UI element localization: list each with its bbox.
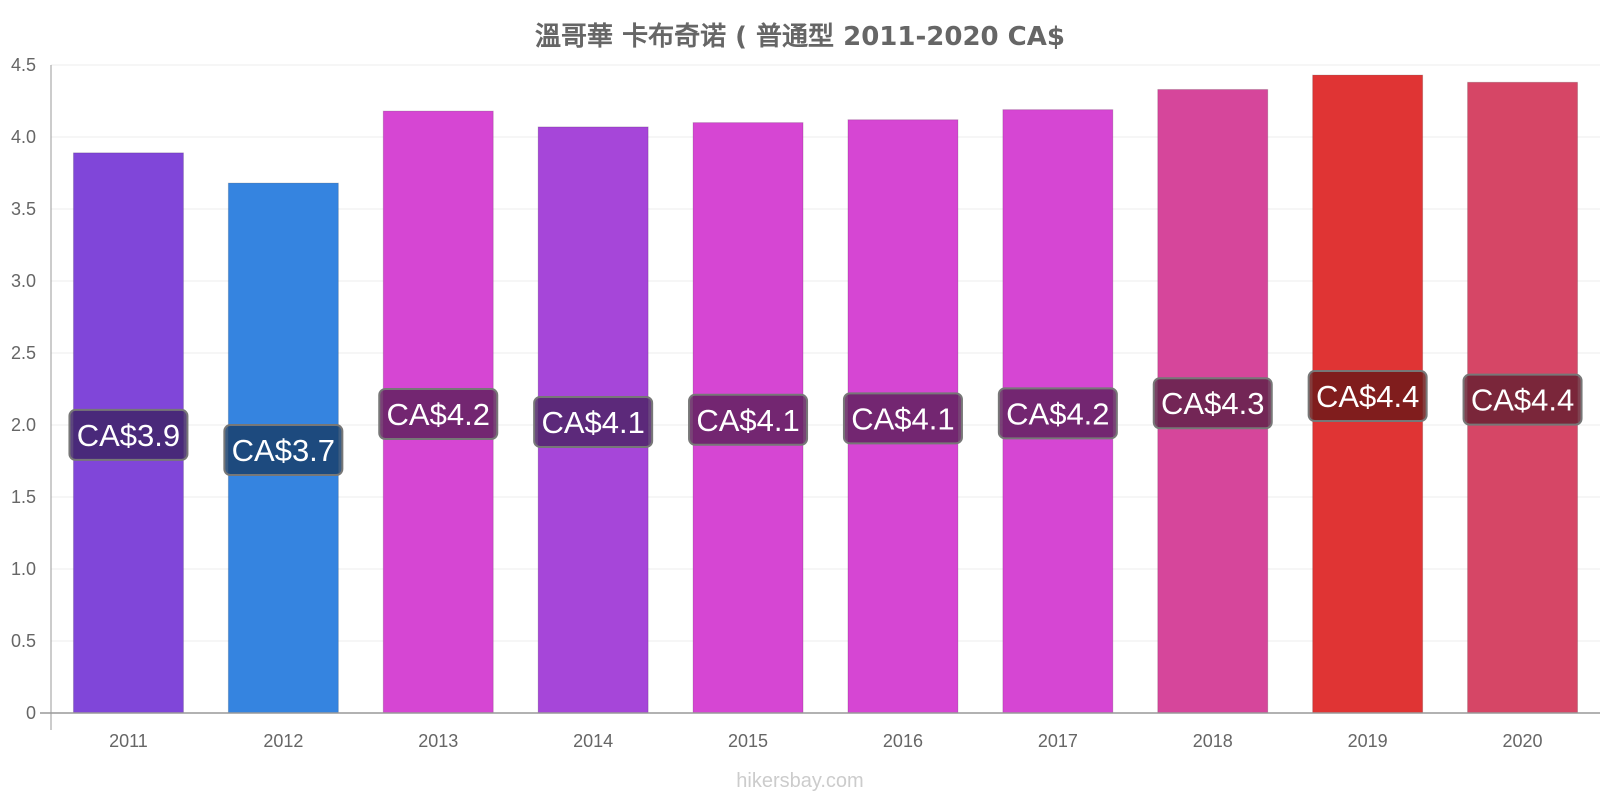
x-tick-label: 2019	[1348, 731, 1388, 751]
y-tick-label: 3.0	[11, 271, 36, 291]
data-label: CA$4.4	[1316, 379, 1419, 414]
data-label-box	[1462, 373, 1583, 426]
x-tick-label: 2020	[1503, 731, 1543, 751]
y-tick-label: 1.5	[11, 487, 36, 507]
x-tick-label: 2015	[728, 731, 768, 751]
y-tick-label: 3.5	[11, 199, 36, 219]
data-label-box	[1307, 370, 1428, 423]
x-tick-label: 2014	[573, 731, 613, 751]
data-label: CA$4.3	[1161, 386, 1264, 421]
x-tick-label: 2011	[109, 731, 148, 751]
data-label-box	[997, 387, 1118, 440]
data-label-box	[688, 393, 809, 446]
x-tick-label: 2018	[1193, 731, 1233, 751]
chart-title: 溫哥華 卡布奇诺 ( 普通型 2011-2020 CA$	[535, 22, 1065, 52]
data-label: CA$4.1	[696, 403, 799, 438]
y-tick-label: 0.5	[11, 631, 36, 651]
data-label: CA$4.1	[541, 405, 644, 440]
data-label: CA$4.2	[387, 397, 490, 432]
data-label: CA$3.9	[77, 418, 180, 453]
data-label: CA$4.4	[1471, 383, 1574, 418]
watermark: hikersbay.com	[736, 770, 864, 792]
data-label-box	[842, 392, 963, 445]
y-tick-label: 1.0	[11, 559, 36, 579]
data-label: CA$3.7	[232, 433, 335, 468]
data-label: CA$4.1	[851, 401, 954, 436]
data-label-box	[1152, 377, 1273, 430]
x-tick-label: 2013	[418, 731, 458, 751]
y-tick-label: 2.0	[11, 415, 36, 435]
data-label: CA$4.2	[1006, 396, 1109, 431]
data-labels: CA$3.9 CA$3.7 CA$4.2 CA$4.1 CA$4.1 CA$4.1 CA$4…	[68, 370, 1583, 477]
data-label-box	[533, 395, 654, 448]
x-tick-label: 2017	[1038, 731, 1078, 751]
x-tick-label: 2012	[263, 731, 303, 751]
y-tick-label: 0	[26, 703, 36, 723]
data-label-box	[223, 424, 344, 477]
y-tick-label: 2.5	[11, 343, 36, 363]
y-tick-label: 4.5	[11, 55, 36, 75]
x-tick-label: 2016	[883, 731, 923, 751]
data-label-box	[378, 388, 499, 441]
y-tick-label: 4.0	[11, 127, 36, 147]
axes: 0 0.5 1.0 1.5 2.0 2.5 3.0 3.5 4.0 4.5 2011 2012 2013…	[11, 55, 1600, 751]
data-label-box	[68, 408, 189, 461]
